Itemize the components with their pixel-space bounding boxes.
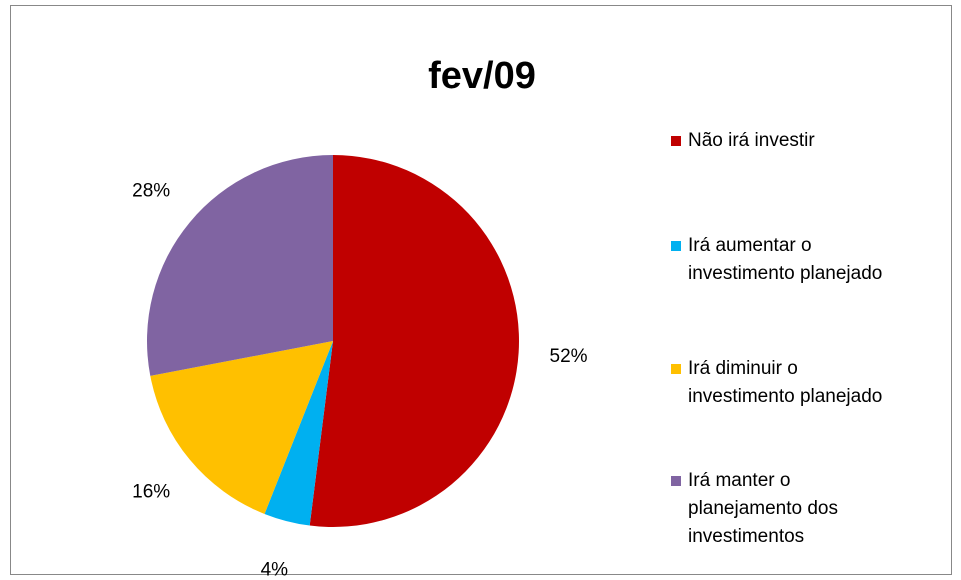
chart-title: fev/09 [428, 55, 536, 97]
data-label: 28% [132, 181, 170, 202]
legend-item: Não irá investir [671, 127, 903, 155]
legend-swatch [671, 364, 681, 374]
data-label: 52% [550, 346, 588, 367]
legend-item: Irá manter o planejamento dos investimen… [671, 467, 903, 551]
legend-item: Irá aumentar o investimento planejado [671, 232, 903, 288]
legend-swatch [671, 136, 681, 146]
legend-item: Irá diminuir o investimento planejado [671, 355, 903, 411]
pie-slice [309, 155, 519, 527]
pie-slice [264, 341, 333, 526]
legend-swatch [671, 241, 681, 251]
legend-label: Não irá investir [688, 130, 815, 151]
pie-slice [150, 341, 333, 514]
data-label: 16% [132, 481, 170, 502]
data-label: 4% [261, 560, 289, 580]
legend-label: Irá diminuir o investimento planejado [688, 358, 883, 407]
legend-label: Irá aumentar o investimento planejado [688, 235, 883, 284]
legend-swatch [671, 476, 681, 486]
legend-label: Irá manter o planejamento dos investimen… [688, 470, 838, 547]
pie-slice [147, 155, 333, 376]
